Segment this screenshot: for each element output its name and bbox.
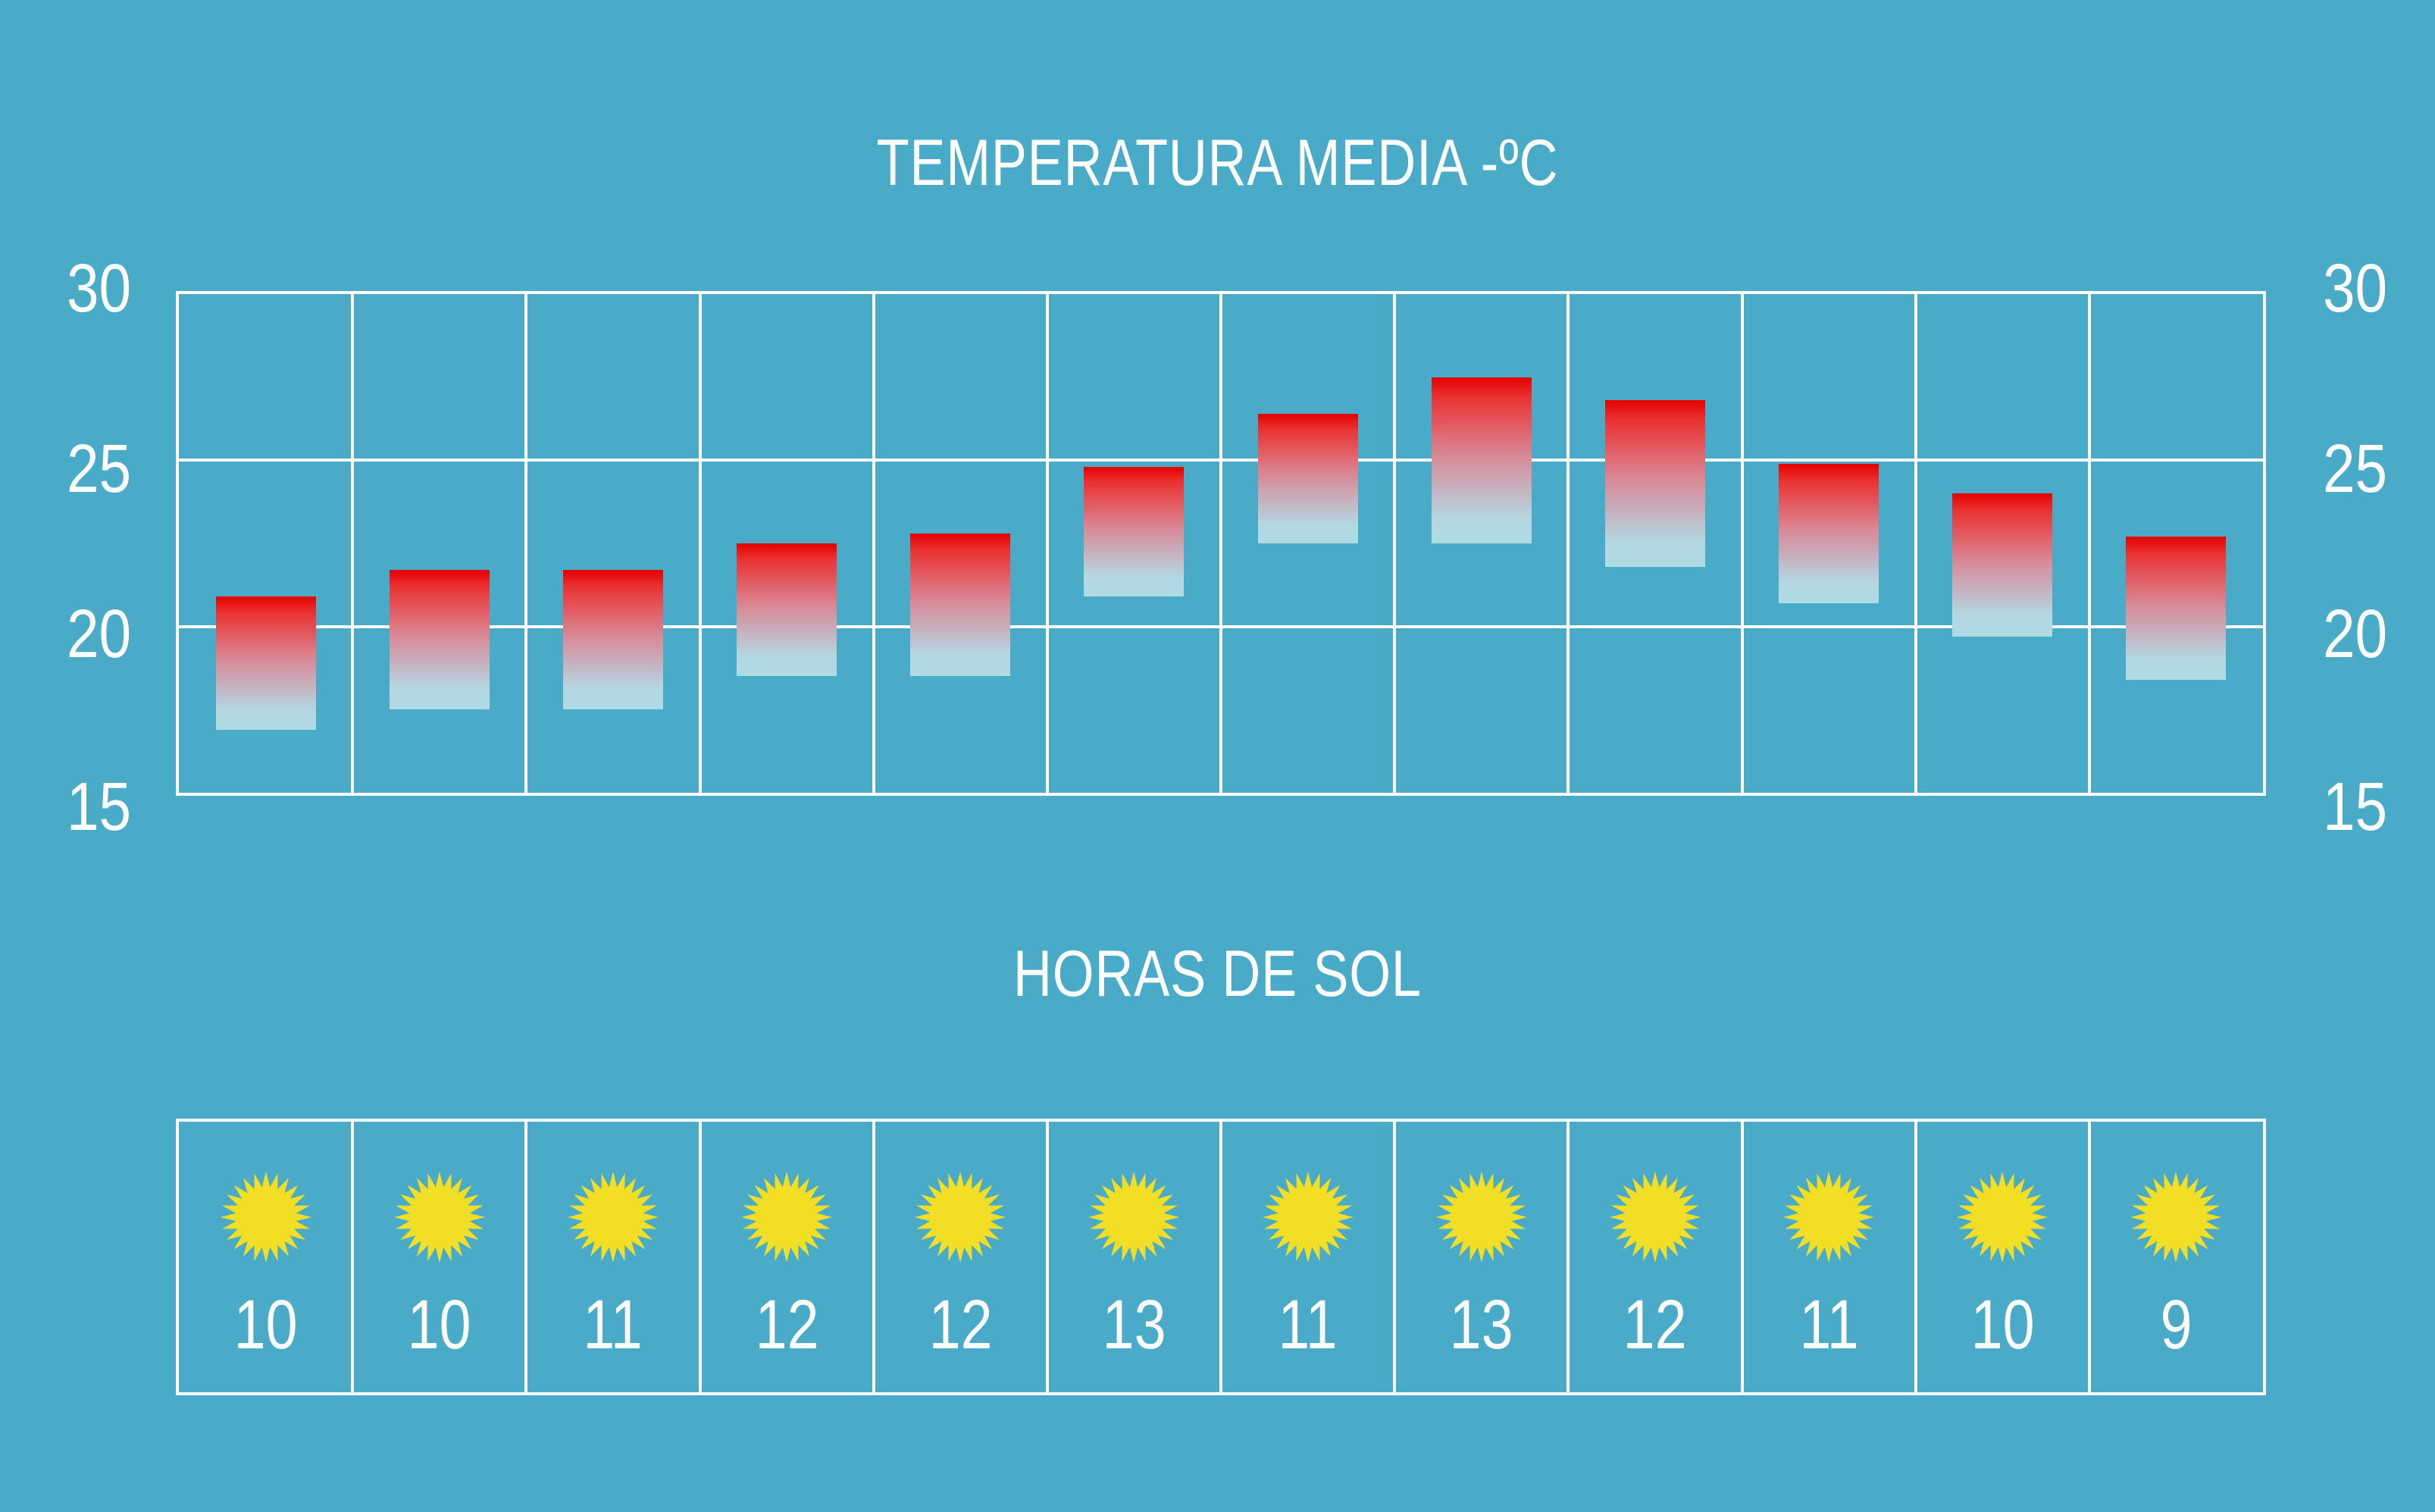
sun-hours-value: 10 xyxy=(1970,1286,2035,1363)
y-tick-label-right: 15 xyxy=(2323,769,2388,845)
grid-vertical-line xyxy=(698,294,702,793)
grid-vertical-line xyxy=(524,1122,528,1392)
sun-hours-value: 9 xyxy=(2160,1286,2192,1363)
temperature-range-bar xyxy=(910,533,1011,677)
sun-hours-cell: 10 xyxy=(179,1122,352,1392)
sun-hours-cell: 12 xyxy=(700,1122,874,1392)
temperature-chart-title: TEMPERATURA MEDIA -ºC xyxy=(876,127,1559,199)
grid-vertical-line xyxy=(1393,294,1397,793)
sun-icon xyxy=(220,1172,311,1263)
temperature-range-bar xyxy=(1257,413,1358,543)
sun-hours-cell: 13 xyxy=(1394,1122,1568,1392)
sun-hours-cell: 10 xyxy=(352,1122,526,1392)
y-tick-label-left: 20 xyxy=(67,596,132,672)
y-tick-label-right: 30 xyxy=(2323,251,2388,327)
sun-icon xyxy=(1609,1172,1701,1263)
sun-hours-cell: 10 xyxy=(1916,1122,2089,1392)
grid-vertical-line xyxy=(1566,294,1570,793)
grid-vertical-line xyxy=(1045,294,1049,793)
grid-vertical-line xyxy=(351,294,355,793)
y-tick-label-right: 20 xyxy=(2323,596,2388,672)
grid-vertical-line xyxy=(1914,1122,1917,1392)
sun-icon xyxy=(1957,1172,2048,1263)
grid-vertical-line xyxy=(2087,1122,2091,1392)
sun-hours-cell: 9 xyxy=(2089,1122,2263,1392)
sun-hours-table: 10 10 11 12 12 13 11 13 12 11 10 9 xyxy=(176,1119,2266,1395)
temperature-range-bar xyxy=(1084,467,1185,597)
sun-hours-cell: 13 xyxy=(1047,1122,1221,1392)
grid-vertical-line xyxy=(1219,294,1222,793)
sun-hours-value: 12 xyxy=(1623,1286,1687,1363)
temperature-range-bar xyxy=(1431,377,1532,543)
grid-vertical-line xyxy=(1740,294,1744,793)
sun-hours-value: 13 xyxy=(1102,1286,1166,1363)
grid-vertical-line xyxy=(2087,294,2091,793)
temperature-chart-plot xyxy=(176,291,2266,796)
y-tick-label-left: 30 xyxy=(67,251,132,327)
y-tick-label-left: 15 xyxy=(67,769,132,845)
sun-hours-value: 11 xyxy=(1278,1286,1338,1363)
grid-horizontal-line xyxy=(179,625,2263,628)
sun-icon xyxy=(915,1172,1006,1263)
sun-hours-value: 13 xyxy=(1449,1286,1513,1363)
grid-vertical-line xyxy=(1393,1122,1397,1392)
grid-vertical-line xyxy=(1566,1122,1570,1392)
sun-hours-cell: 11 xyxy=(1221,1122,1394,1392)
grid-vertical-line xyxy=(1219,1122,1222,1392)
temperature-range-bar xyxy=(2126,537,2227,680)
sun-hours-cell: 11 xyxy=(1742,1122,1916,1392)
grid-vertical-line xyxy=(1740,1122,1744,1392)
grid-vertical-line xyxy=(872,294,875,793)
grid-vertical-line xyxy=(524,294,528,793)
sun-icon xyxy=(567,1172,659,1263)
sun-hours-value: 10 xyxy=(233,1286,298,1363)
temperature-range-bar xyxy=(1779,463,1879,603)
sun-icon xyxy=(741,1172,833,1263)
temperature-range-bar xyxy=(1604,400,1705,567)
sun-hours-cell: 11 xyxy=(526,1122,700,1392)
sun-hours-value: 12 xyxy=(928,1286,993,1363)
sun-hours-value: 11 xyxy=(583,1286,643,1363)
sun-hours-cell: 12 xyxy=(874,1122,1047,1392)
sun-hours-cell: 12 xyxy=(1568,1122,1742,1392)
grid-vertical-line xyxy=(872,1122,875,1392)
sun-icon xyxy=(393,1172,485,1263)
grid-horizontal-line xyxy=(179,459,2263,462)
grid-vertical-line xyxy=(1045,1122,1049,1392)
sun-icon xyxy=(2130,1172,2222,1263)
sun-icon xyxy=(1783,1172,1875,1263)
grid-vertical-line xyxy=(1914,294,1917,793)
sun-hours-value: 10 xyxy=(407,1286,471,1363)
grid-vertical-line xyxy=(698,1122,702,1392)
sun-icon xyxy=(1262,1172,1354,1263)
sun-hours-value: 12 xyxy=(755,1286,819,1363)
y-tick-label-right: 25 xyxy=(2323,431,2388,507)
sun-icon xyxy=(1088,1172,1180,1263)
sun-hours-value: 11 xyxy=(1798,1286,1859,1363)
temperature-range-bar xyxy=(389,570,490,710)
y-tick-label-left: 25 xyxy=(67,431,132,507)
sun-hours-title: HORAS DE SOL xyxy=(1013,938,1422,1010)
temperature-range-bar xyxy=(562,570,663,710)
temperature-range-bar xyxy=(215,596,316,730)
temperature-range-bar xyxy=(1952,493,2053,637)
sun-icon xyxy=(1435,1172,1527,1263)
grid-vertical-line xyxy=(351,1122,355,1392)
temperature-range-bar xyxy=(737,543,837,677)
